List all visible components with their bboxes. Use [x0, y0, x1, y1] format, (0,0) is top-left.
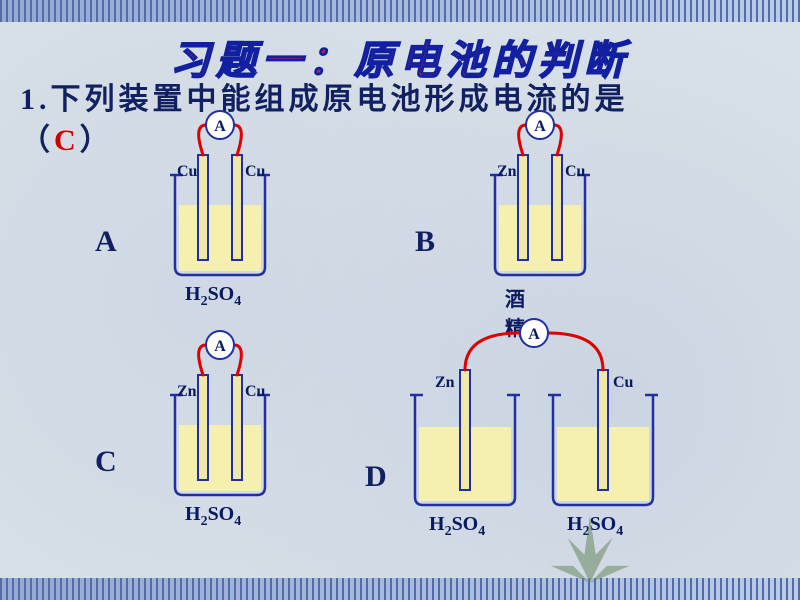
svg-text:A: A [214, 118, 226, 135]
solution-label: H2SO4 [185, 283, 241, 310]
svg-text:A: A [534, 118, 546, 135]
decorative-leaf-icon [530, 504, 650, 594]
decorative-border-bottom [0, 578, 800, 600]
electrode-label: Cu [177, 163, 197, 181]
paren-open: （ [20, 124, 54, 157]
svg-text:A: A [528, 326, 540, 343]
option-label-B: B [415, 225, 435, 259]
electrode-label: Cu [613, 374, 633, 392]
electrode-label: Zn [497, 163, 517, 181]
solution-label: H2SO4 [185, 503, 241, 530]
solution-label: H2SO4 [429, 513, 485, 540]
cell-diagram-B: A [455, 105, 655, 305]
cell-diagram-D: A [385, 315, 725, 535]
electrode-label: Zn [435, 374, 455, 392]
option-label-A: A [95, 225, 117, 259]
electrode-label: Cu [565, 163, 585, 181]
cell-diagram-C: A [135, 325, 335, 525]
option-label-C: C [95, 445, 117, 479]
decorative-border-top [0, 0, 800, 22]
cell-diagram-A: A [135, 105, 335, 305]
page-title: 习题一：原电池的判断 [0, 28, 800, 86]
svg-text:A: A [214, 338, 226, 355]
paren-close: ） [80, 124, 114, 157]
electrode-label: Cu [245, 163, 265, 181]
electrode-label: Zn [177, 383, 197, 401]
answer-letter: C [54, 124, 80, 157]
question-text: 1.下列装置中能组成原电池形成电流的是 （C） [20, 80, 780, 161]
option-label-D: D [365, 460, 387, 494]
electrode-label: Cu [245, 383, 265, 401]
